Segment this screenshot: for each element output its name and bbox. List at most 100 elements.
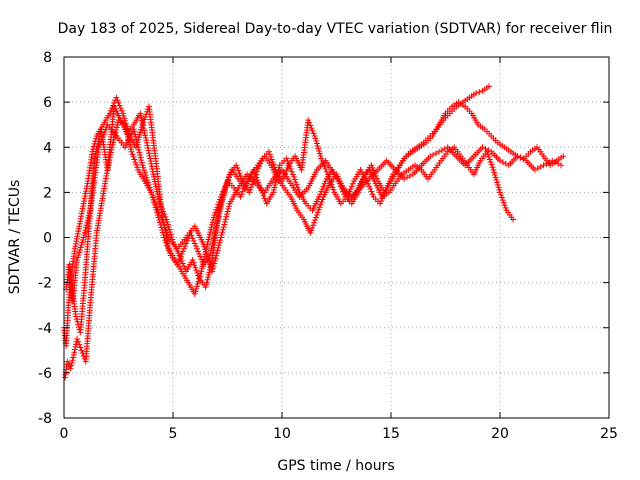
data-point-interp bbox=[157, 214, 164, 221]
data-point-interp bbox=[225, 177, 232, 184]
data-point-interp bbox=[283, 167, 290, 174]
data-point-interp bbox=[133, 161, 140, 168]
data-point-interp bbox=[433, 150, 440, 157]
data-point-interp bbox=[130, 153, 137, 160]
data-point-interp bbox=[237, 172, 244, 179]
data-point-interp bbox=[147, 158, 154, 165]
data-point bbox=[95, 144, 102, 151]
data-point-interp bbox=[308, 125, 315, 132]
data-point-interp bbox=[315, 145, 322, 152]
data-point-interp bbox=[159, 205, 166, 212]
data-point-interp bbox=[193, 285, 200, 292]
data-point-interp bbox=[68, 359, 75, 366]
data-point-interp bbox=[226, 174, 233, 181]
data-point-interp bbox=[219, 226, 226, 233]
data-point-interp bbox=[115, 99, 122, 106]
data-point-interp bbox=[153, 201, 160, 208]
data-point-interp bbox=[76, 249, 83, 256]
data-point-interp bbox=[284, 164, 291, 171]
data-point-interp bbox=[164, 218, 171, 225]
data-point-interp bbox=[190, 237, 197, 244]
data-point-interp bbox=[76, 247, 83, 254]
data-point-interp bbox=[223, 211, 230, 218]
data-point bbox=[305, 117, 312, 124]
y-tick-label: -8 bbox=[38, 411, 52, 427]
data-point-interp bbox=[323, 168, 330, 175]
data-point-interp bbox=[132, 159, 139, 166]
data-point-interp bbox=[191, 240, 198, 247]
data-point-interp bbox=[238, 191, 245, 198]
data-point-interp bbox=[552, 159, 559, 166]
x-tick-label: 15 bbox=[382, 426, 400, 442]
data-point-interp bbox=[486, 156, 493, 163]
data-point bbox=[174, 261, 181, 268]
data-point-interp bbox=[319, 196, 326, 203]
y-tick-label: 6 bbox=[43, 95, 52, 111]
data-point-interp bbox=[110, 102, 117, 109]
data-point bbox=[289, 171, 296, 178]
data-point-interp bbox=[77, 244, 84, 251]
data-point bbox=[435, 148, 442, 155]
data-point bbox=[113, 94, 120, 101]
data-point-interp bbox=[215, 242, 222, 249]
data-point-interp bbox=[210, 263, 217, 270]
data-point-interp bbox=[79, 350, 86, 357]
data-point-interp bbox=[291, 176, 298, 183]
data-point bbox=[510, 216, 517, 223]
data-point-interp bbox=[254, 177, 261, 184]
data-point-interp bbox=[491, 169, 498, 176]
data-point-interp bbox=[239, 188, 246, 195]
data-point-interp bbox=[149, 191, 156, 198]
data-point-interp bbox=[330, 186, 337, 193]
data-point-interp bbox=[151, 196, 158, 203]
data-point-interp bbox=[211, 257, 218, 264]
y-tick-label: 0 bbox=[43, 231, 52, 247]
data-point-interp bbox=[555, 160, 562, 167]
data-point-interp bbox=[217, 202, 224, 209]
data-point-interp bbox=[492, 174, 499, 181]
data-point-interp bbox=[484, 151, 491, 158]
data-point bbox=[318, 155, 325, 162]
data-point-interp bbox=[499, 159, 506, 166]
data-point-interp bbox=[144, 142, 151, 149]
data-point-interp bbox=[226, 203, 233, 210]
data-point bbox=[313, 211, 320, 218]
data-point-interp bbox=[213, 250, 220, 257]
y-tick-label: 2 bbox=[43, 185, 52, 201]
data-point-interp bbox=[310, 222, 317, 229]
data-point-interp bbox=[493, 176, 500, 183]
data-point-interp bbox=[184, 237, 191, 244]
data-point-interp bbox=[494, 181, 501, 188]
data-point-interp bbox=[72, 343, 79, 350]
data-point-interp bbox=[430, 151, 437, 158]
data-point bbox=[130, 126, 137, 133]
data-point-interp bbox=[175, 258, 182, 265]
data-point-interp bbox=[234, 164, 241, 171]
data-point-interp bbox=[319, 185, 326, 192]
data-point bbox=[217, 234, 224, 241]
data-point-interp bbox=[313, 137, 320, 144]
data-point-interp bbox=[316, 150, 323, 157]
data-point-interp bbox=[403, 174, 410, 181]
data-point-interp bbox=[134, 164, 141, 171]
series-track-c bbox=[63, 103, 517, 336]
data-point-interp bbox=[147, 155, 154, 162]
data-point-interp bbox=[121, 115, 128, 122]
data-point-interp bbox=[76, 341, 83, 348]
data-point bbox=[560, 153, 567, 160]
data-point bbox=[307, 229, 314, 236]
data-point-interp bbox=[226, 171, 233, 178]
data-point-interp bbox=[220, 192, 227, 199]
data-point-interp bbox=[75, 252, 82, 259]
data-point-interp bbox=[197, 253, 204, 260]
data-point-interp bbox=[158, 203, 165, 210]
data-point-interp bbox=[77, 344, 84, 351]
data-point-interp bbox=[150, 194, 157, 201]
data-point-interp bbox=[148, 160, 155, 167]
data-point-interp bbox=[318, 188, 325, 195]
data-point-interp bbox=[369, 191, 376, 198]
data-point bbox=[89, 148, 96, 155]
data-point bbox=[74, 336, 81, 343]
data-point-interp bbox=[287, 166, 294, 173]
